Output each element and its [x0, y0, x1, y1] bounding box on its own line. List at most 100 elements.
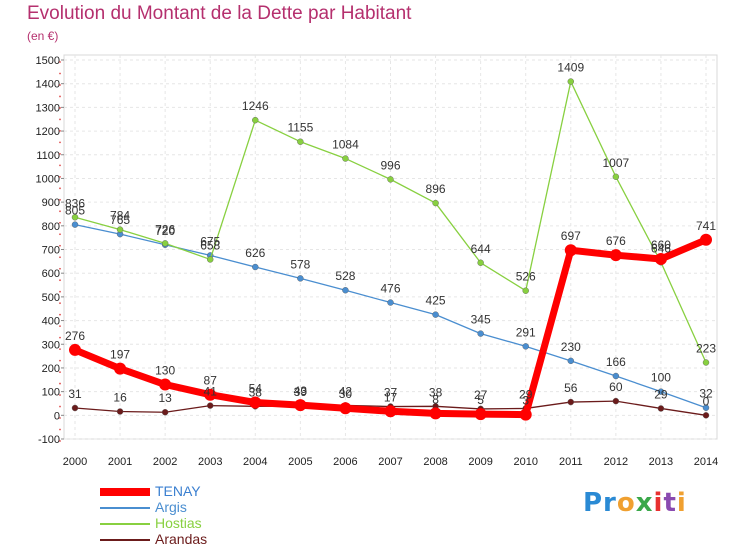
y-tick-label: 300: [42, 339, 60, 351]
axis-dot: [59, 84, 61, 86]
data-point: [252, 116, 259, 124]
axis-dot: [59, 256, 61, 259]
data-point: [161, 409, 169, 416]
axis-dot: [59, 336, 61, 339]
data-point: [567, 357, 574, 365]
data-label: 720: [155, 224, 175, 238]
data-label: 1246: [242, 99, 269, 113]
data-label: 87: [204, 374, 218, 388]
data-point: [612, 173, 620, 180]
axis-dot: [59, 152, 61, 155]
axis-dot: [59, 394, 61, 396]
legend-swatch: [100, 507, 150, 509]
data-point: [702, 412, 710, 419]
data-point: [612, 372, 620, 380]
data-label: 1007: [603, 156, 630, 170]
data-label: 29: [519, 387, 533, 401]
axis-dot: [59, 233, 61, 236]
data-point: [252, 263, 259, 271]
legend-swatch: [100, 488, 150, 496]
data-label: 276: [65, 329, 85, 343]
data-point: [69, 343, 81, 356]
axis-dot: [59, 290, 61, 293]
data-label: 896: [426, 182, 446, 196]
axis-dot: [59, 221, 61, 224]
x-tick-label: 2004: [243, 456, 267, 468]
data-label: 30: [339, 387, 353, 401]
legend-item: TENAY: [100, 483, 260, 500]
data-label: 291: [516, 325, 536, 339]
data-label: 230: [561, 340, 581, 354]
data-label: 741: [696, 219, 716, 233]
axis-dot: [59, 279, 61, 282]
x-tick-label: 2010: [513, 456, 537, 468]
y-tick-label: 900: [42, 197, 60, 209]
data-point: [609, 249, 622, 262]
data-label: 805: [65, 204, 85, 218]
x-tick-label: 2012: [604, 456, 628, 468]
data-point: [294, 399, 307, 412]
axis-dot: [59, 141, 61, 144]
data-label: 765: [110, 213, 130, 227]
axis-dot: [59, 313, 61, 316]
data-point: [204, 388, 217, 401]
axis-dot: [59, 95, 61, 98]
x-tick-label: 2007: [378, 456, 402, 468]
x-tick-label: 2008: [423, 456, 447, 468]
data-label: 130: [155, 364, 175, 378]
data-label: 56: [564, 381, 578, 395]
data-point: [249, 396, 262, 409]
axis-dot: [59, 72, 61, 75]
data-point: [297, 138, 304, 145]
axis-dot: [59, 244, 61, 247]
data-label: 17: [384, 390, 398, 404]
data-label: 626: [245, 246, 265, 260]
data-label: 996: [380, 158, 400, 172]
data-label: 476: [380, 282, 400, 296]
data-point: [339, 402, 352, 415]
y-tick-label: 400: [42, 316, 60, 328]
data-label: 3: [522, 394, 529, 408]
legend-label: Argis: [155, 499, 187, 515]
data-point: [384, 405, 397, 418]
data-point: [700, 233, 712, 246]
y-tick-label: 600: [42, 268, 60, 280]
x-tick-label: 2009: [468, 456, 492, 468]
data-label: 29: [654, 387, 668, 401]
data-point: [657, 405, 665, 412]
data-point: [477, 330, 484, 337]
y-tick-label: 1500: [36, 55, 60, 67]
axis-dot: [59, 359, 61, 362]
axis-dot: [59, 325, 61, 328]
data-label: 13: [158, 391, 172, 405]
data-label: 1084: [332, 138, 359, 152]
logo-letter: Pr: [583, 488, 617, 518]
x-tick-label: 2003: [198, 456, 222, 468]
data-label: 676: [606, 234, 626, 248]
data-point: [387, 176, 394, 183]
data-label: 60: [609, 380, 623, 394]
y-tick-label: 1200: [36, 126, 60, 138]
data-label: 31: [68, 387, 82, 401]
data-label: 27: [474, 388, 488, 402]
data-label: 675: [200, 234, 220, 248]
data-label: 223: [696, 341, 716, 355]
axis-dot: [59, 417, 61, 419]
data-point: [567, 398, 574, 406]
axis-dot: [59, 371, 61, 373]
legend-item: Arandas: [100, 531, 260, 548]
axis-dot: [59, 267, 61, 270]
y-tick-label: 800: [42, 221, 60, 233]
data-label: 166: [606, 355, 626, 369]
data-label: 345: [471, 313, 491, 327]
x-tick-label: 2014: [694, 456, 718, 468]
y-tick-label: -100: [38, 434, 60, 446]
x-tick-label: 2000: [63, 456, 87, 468]
data-label: 38: [249, 385, 263, 399]
data-point: [654, 252, 667, 265]
axis-dot: [59, 187, 61, 190]
data-point: [519, 408, 532, 421]
axis-dot: [59, 164, 61, 167]
data-label: 38: [429, 385, 443, 399]
